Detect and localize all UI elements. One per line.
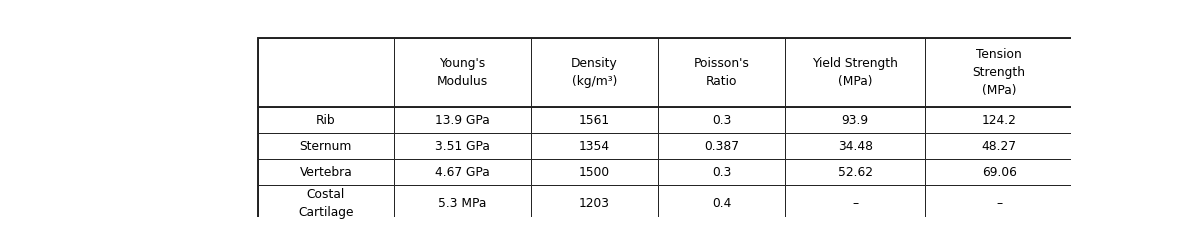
Bar	[394, 159, 531, 185]
Bar	[785, 38, 926, 107]
Bar	[531, 159, 658, 185]
Bar	[785, 107, 926, 133]
Text: 69.06: 69.06	[982, 166, 1016, 179]
Text: 1561: 1561	[578, 114, 609, 127]
Text: –: –	[852, 197, 858, 210]
Bar	[926, 38, 1073, 107]
Text: Yield Strength
(MPa): Yield Strength (MPa)	[813, 57, 898, 88]
Bar	[257, 185, 394, 222]
Text: 1203: 1203	[578, 197, 609, 210]
Text: 93.9: 93.9	[841, 114, 869, 127]
Bar	[394, 133, 531, 159]
Bar	[531, 107, 658, 133]
Bar	[658, 107, 785, 133]
Bar	[257, 159, 394, 185]
Bar	[394, 107, 531, 133]
Text: 3.51 GPa: 3.51 GPa	[434, 140, 490, 153]
Bar	[257, 133, 394, 159]
Bar	[658, 185, 785, 222]
Text: 0.4: 0.4	[712, 197, 731, 210]
Text: 5.3 MPa: 5.3 MPa	[438, 197, 487, 210]
Bar	[658, 159, 785, 185]
Bar	[658, 38, 785, 107]
Text: 52.62: 52.62	[838, 166, 872, 179]
Bar	[257, 38, 394, 107]
Bar	[658, 133, 785, 159]
Text: 1354: 1354	[578, 140, 609, 153]
Bar	[926, 185, 1073, 222]
Bar	[394, 38, 531, 107]
Text: Density
(kg/m³): Density (kg/m³)	[571, 57, 618, 88]
Text: 13.9 GPa: 13.9 GPa	[434, 114, 490, 127]
Text: Sternum: Sternum	[300, 140, 352, 153]
Text: 124.2: 124.2	[982, 114, 1016, 127]
Text: 4.67 GPa: 4.67 GPa	[434, 166, 490, 179]
Bar	[257, 38, 1073, 222]
Bar	[257, 107, 394, 133]
Bar	[531, 38, 658, 107]
Bar	[785, 185, 926, 222]
Bar	[531, 133, 658, 159]
Bar	[394, 185, 531, 222]
Text: 0.3: 0.3	[712, 114, 731, 127]
Text: 0.3: 0.3	[712, 166, 731, 179]
Text: 1500: 1500	[578, 166, 609, 179]
Text: Costal
Cartilage: Costal Cartilage	[298, 188, 353, 219]
Text: Tension
Strength
(MPa): Tension Strength (MPa)	[972, 48, 1026, 97]
Text: Vertebra: Vertebra	[300, 166, 352, 179]
Text: –: –	[996, 197, 1002, 210]
Bar	[926, 107, 1073, 133]
Bar	[926, 159, 1073, 185]
Bar	[257, 38, 1073, 222]
Bar	[785, 133, 926, 159]
Bar	[531, 185, 658, 222]
Text: Rib: Rib	[317, 114, 336, 127]
Text: Poisson's
Ratio: Poisson's Ratio	[694, 57, 750, 88]
Text: Young's
Modulus: Young's Modulus	[437, 57, 488, 88]
Text: 0.387: 0.387	[704, 140, 739, 153]
Bar	[926, 133, 1073, 159]
Bar	[785, 159, 926, 185]
Text: 34.48: 34.48	[838, 140, 872, 153]
Text: 48.27: 48.27	[982, 140, 1016, 153]
